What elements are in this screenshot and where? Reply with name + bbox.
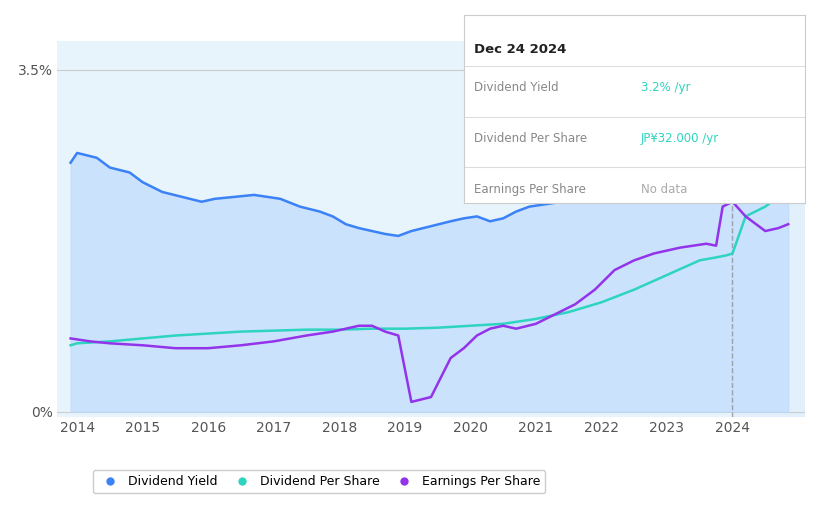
Legend: Dividend Yield, Dividend Per Share, Earnings Per Share: Dividend Yield, Dividend Per Share, Earn… <box>93 470 545 493</box>
Text: Earnings Per Share: Earnings Per Share <box>474 182 586 196</box>
Text: Dividend Per Share: Dividend Per Share <box>474 132 587 145</box>
Bar <box>732 41 805 417</box>
Text: 3.2% /yr: 3.2% /yr <box>641 81 690 94</box>
Text: Dec 24 2024: Dec 24 2024 <box>474 43 566 56</box>
Text: No data: No data <box>641 182 687 196</box>
Text: Past: Past <box>736 52 762 65</box>
Text: JP¥32.000 /yr: JP¥32.000 /yr <box>641 132 719 145</box>
Text: Dividend Yield: Dividend Yield <box>474 81 559 94</box>
